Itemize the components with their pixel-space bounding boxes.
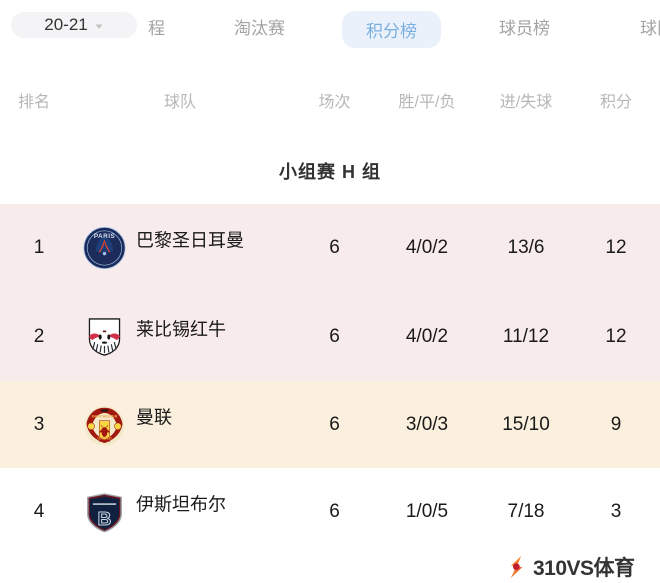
svg-text:PARIS: PARIS xyxy=(94,233,116,240)
svg-text:MANCHESTER: MANCHESTER xyxy=(92,413,118,418)
svg-text:UNITED: UNITED xyxy=(97,435,112,440)
svg-text:B: B xyxy=(98,508,112,529)
